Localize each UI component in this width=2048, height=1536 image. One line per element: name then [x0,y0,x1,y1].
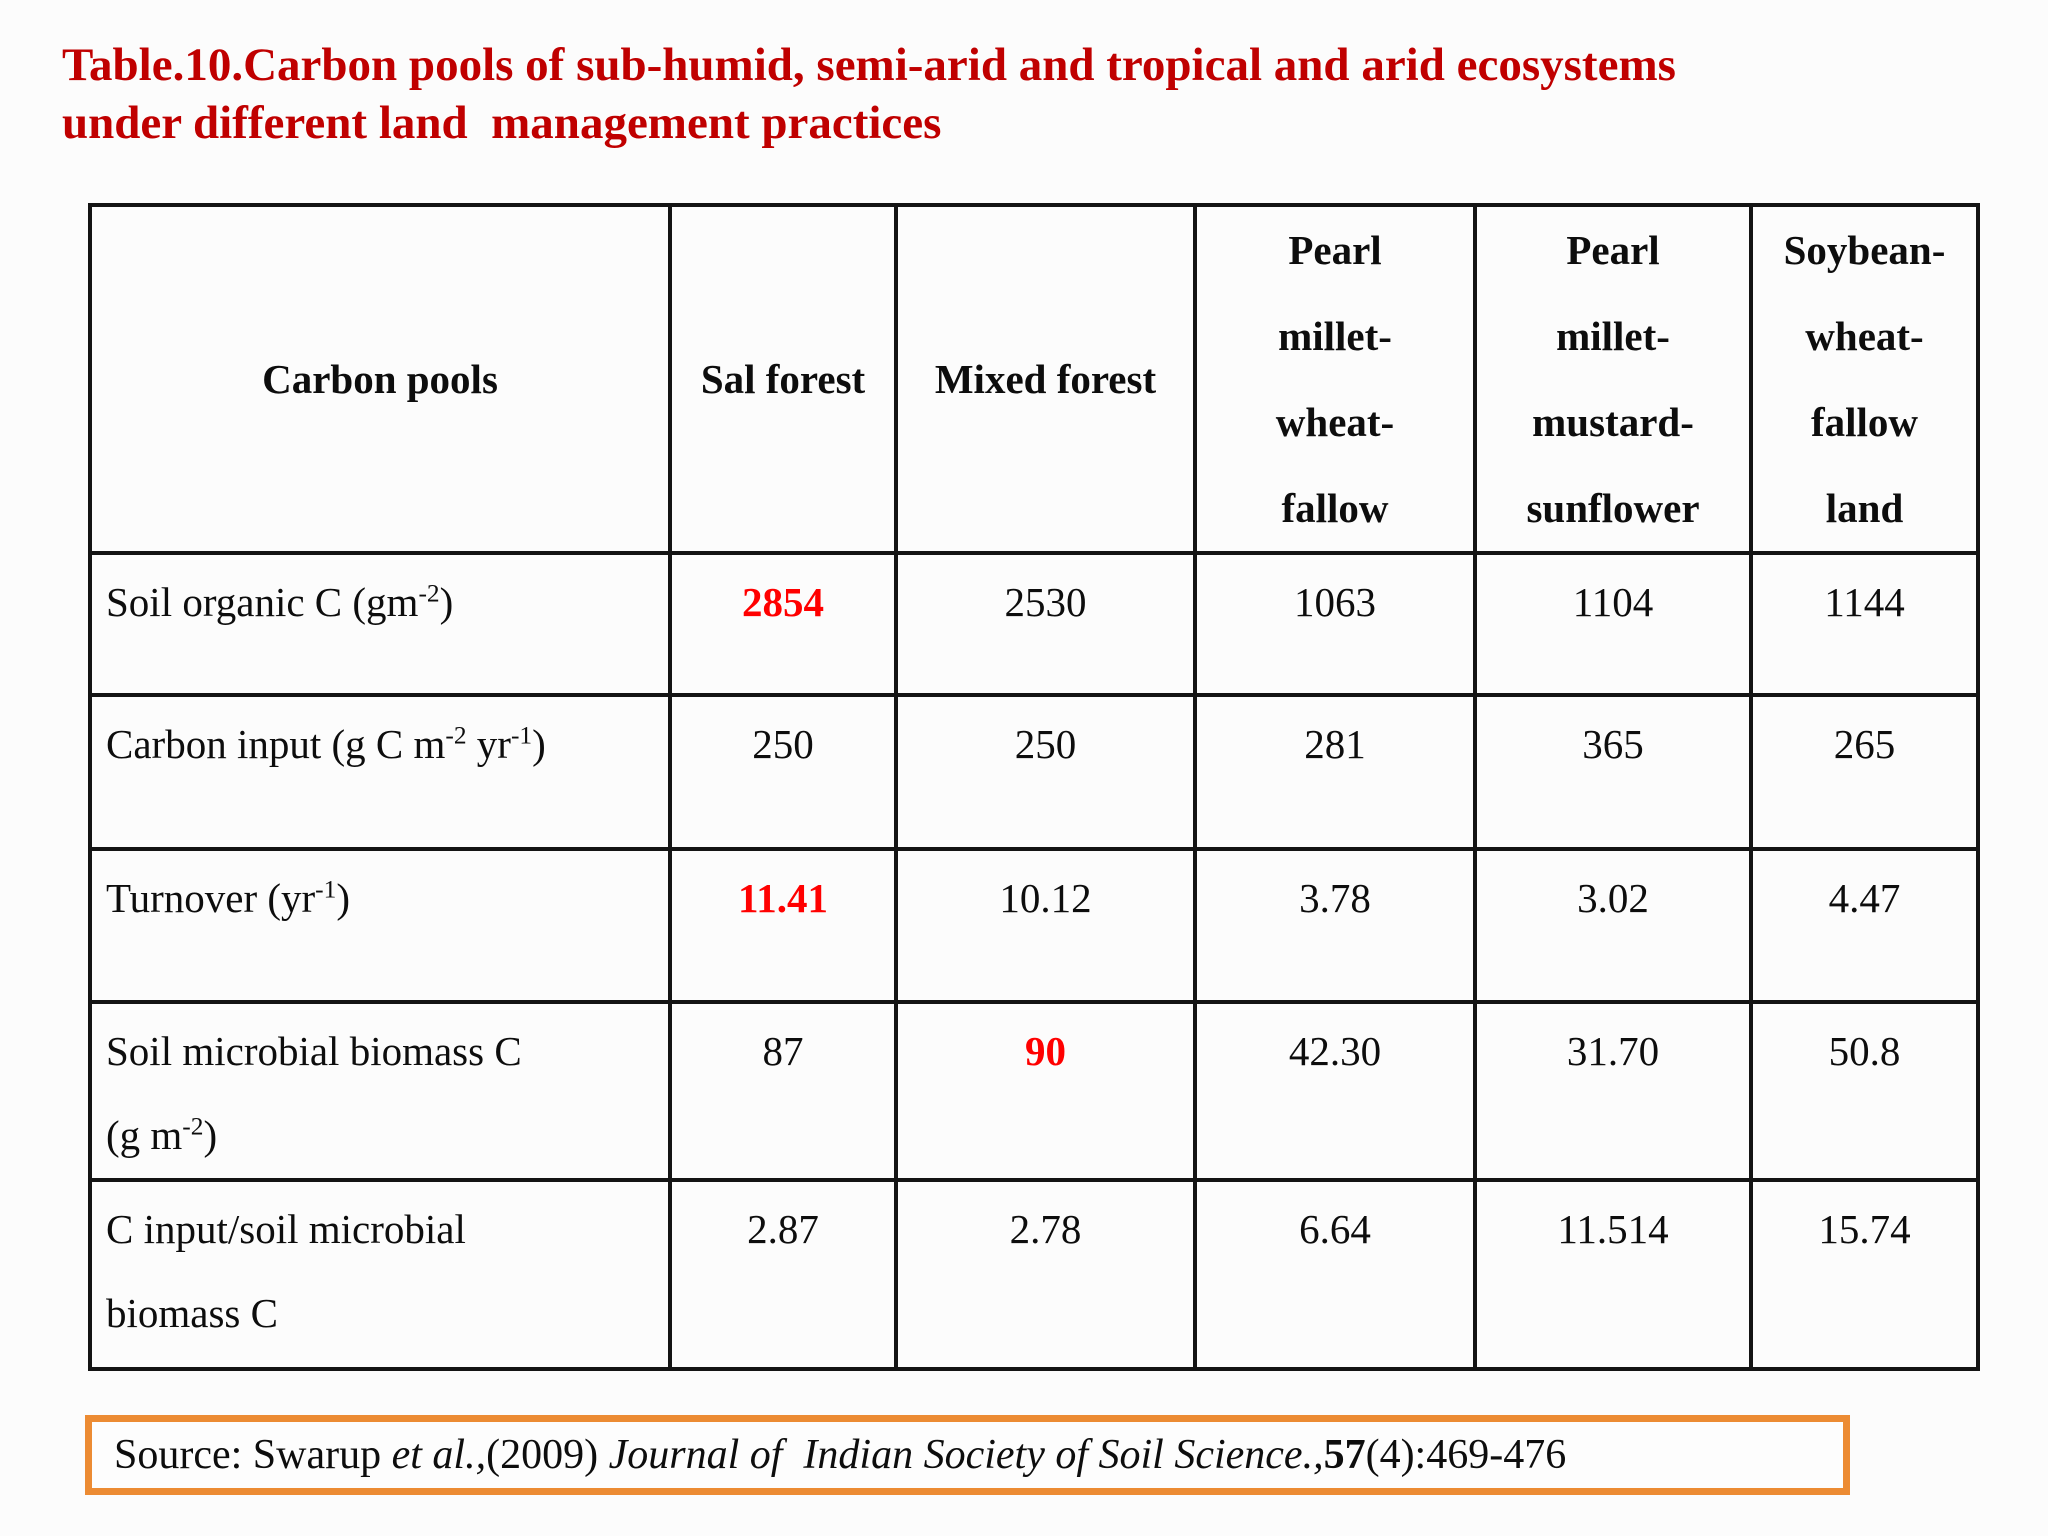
carbon-pools-table: Carbon pools Sal forest Mixed forest Pea… [88,203,1980,1371]
cell-value: 250 [894,693,1197,851]
cell-value: 11.41 [668,847,898,1004]
cell-value: 15.74 [1749,1178,1980,1371]
cell-value: 6.64 [1193,1178,1477,1371]
cell-value: 1104 [1473,551,1753,697]
page-title: Table.10.Carbon pools of sub-humid, semi… [62,36,1676,152]
page-title-line2: under different land management practice… [62,97,942,149]
cell-value: 50.8 [1749,1000,1980,1182]
cell-value: 2.87 [668,1178,898,1371]
cell-value: 3.78 [1193,847,1477,1004]
table-row-soil-organic-c: Soil organic C (gm-2) 2854 2530 1063 110… [88,551,1980,697]
header-row: Carbon pools Sal forest Mixed forest Pea… [88,203,1980,555]
col-header-sal-forest: Sal forest [668,203,898,555]
table-row-carbon-input: Carbon input (g C m-2 yr-1) 250 250 281 … [88,693,1980,851]
cell-value: 11.514 [1473,1178,1753,1371]
cell-value: 3.02 [1473,847,1753,1004]
col-header-carbon-pools: Carbon pools [88,203,672,555]
cell-value: 2530 [894,551,1197,697]
cell-value: 10.12 [894,847,1197,1004]
cell-value: 2854 [668,551,898,697]
cell-value: 1063 [1193,551,1477,697]
cell-value: 90 [894,1000,1197,1182]
row-label: Soil microbial biomass C (g m-2) [88,1000,672,1182]
cell-value: 87 [668,1000,898,1182]
table-row-c-input-ratio: C input/soil microbial biomass C 2.87 2.… [88,1178,1980,1371]
cell-value: 1144 [1749,551,1980,697]
cell-value: 281 [1193,693,1477,851]
col-header-mixed-forest: Mixed forest [894,203,1197,555]
cell-value: 42.30 [1193,1000,1477,1182]
source-text: Source: Swarup et al.,(2009) Journal of … [114,1432,1567,1478]
cell-value: 31.70 [1473,1000,1753,1182]
row-label: Carbon input (g C m-2 yr-1) [88,693,672,851]
cell-value: 250 [668,693,898,851]
cell-value: 365 [1473,693,1753,851]
table-row-turnover: Turnover (yr-1) 11.41 10.12 3.78 3.02 4.… [88,847,1980,1004]
row-label: C input/soil microbial biomass C [88,1178,672,1371]
col-header-soybean-wheat-fallow-land: Soybean- wheat- fallow land [1749,203,1980,555]
source-box: Source: Swarup et al.,(2009) Journal of … [85,1415,1850,1495]
page-title-line1: Table.10.Carbon pools of sub-humid, semi… [62,39,1676,91]
cell-value: 265 [1749,693,1980,851]
col-header-pearl-millet-mustard-sunflower: Pearl millet- mustard- sunflower [1473,203,1753,555]
col-header-pearl-millet-wheat-fallow: Pearl millet- wheat- fallow [1193,203,1477,555]
row-label: Soil organic C (gm-2) [88,551,672,697]
row-label: Turnover (yr-1) [88,847,672,1004]
cell-value: 2.78 [894,1178,1197,1371]
cell-value: 4.47 [1749,847,1980,1004]
table-row-soil-microbial-biomass: Soil microbial biomass C (g m-2) 87 90 4… [88,1000,1980,1182]
